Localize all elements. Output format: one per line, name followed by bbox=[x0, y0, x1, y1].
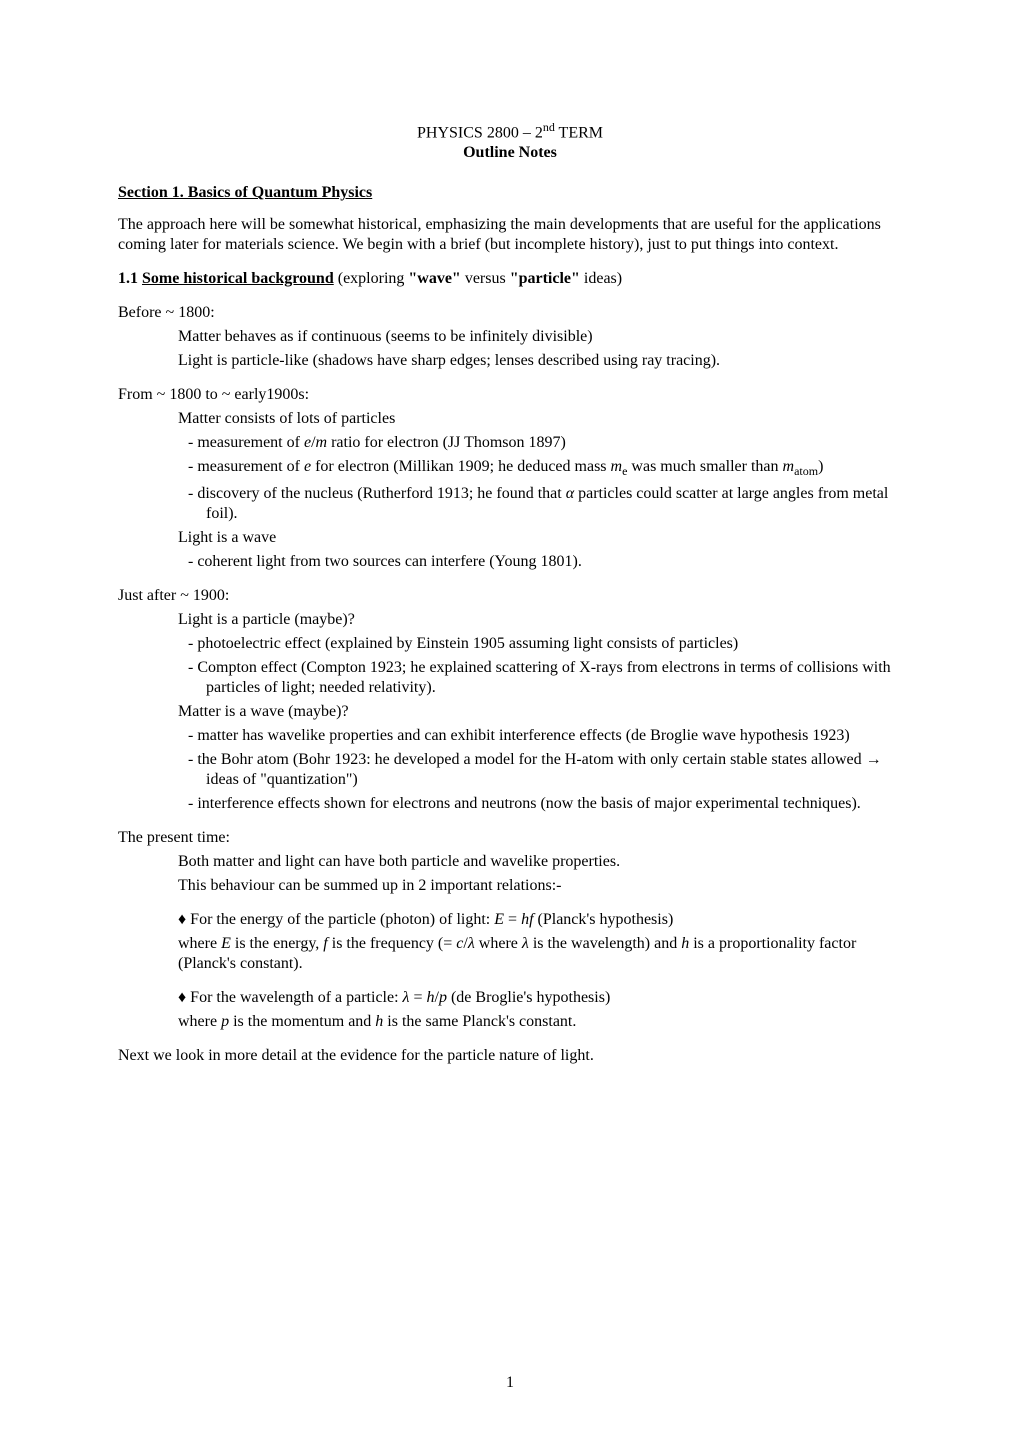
after-1900-wb1: - matter has wavelike properties and can… bbox=[206, 726, 902, 746]
after-1900-pb2: - Compton effect (Compton 1923; he expla… bbox=[206, 658, 902, 698]
present-line1: Both matter and light can have both part… bbox=[178, 852, 902, 872]
header-block: PHYSICS 2800 – 2nd TERM Outline Notes bbox=[118, 120, 902, 163]
from-1800-matter: Matter consists of lots of particles bbox=[178, 409, 902, 429]
dash-bullet: - bbox=[188, 795, 197, 812]
dash-bullet: - bbox=[188, 485, 197, 502]
section-1-intro: The approach here will be somewhat histo… bbox=[118, 215, 902, 255]
closing-line: Next we look in more detail at the evide… bbox=[118, 1046, 902, 1066]
dash-bullet: - bbox=[188, 659, 197, 676]
sub11-tail-e: ideas) bbox=[580, 270, 622, 287]
dash-bullet: - bbox=[188, 635, 197, 652]
sub11-wave: "wave" bbox=[408, 270, 460, 287]
dash-bullet: - bbox=[188, 751, 197, 768]
present-label: The present time: bbox=[118, 828, 902, 848]
from-1800-b1: - measurement of e/m ratio for electron … bbox=[206, 433, 902, 453]
course-sup: nd bbox=[543, 120, 555, 134]
sub11-tail-c: versus bbox=[461, 270, 510, 287]
dash-bullet: - bbox=[188, 553, 197, 570]
sub11-particle: "particle" bbox=[510, 270, 580, 287]
page-number: 1 bbox=[0, 1373, 1020, 1393]
from-1800-b3: - discovery of the nucleus (Rutherford 1… bbox=[206, 484, 902, 524]
from-1800-b2: - measurement of e for electron (Millika… bbox=[206, 457, 902, 479]
after-1900-particle: Light is a particle (maybe)? bbox=[178, 610, 902, 630]
after-1900-wb3: - interference effects shown for electro… bbox=[206, 794, 902, 814]
sub11-title: Some historical background bbox=[142, 270, 334, 287]
course-text: PHYSICS 2800 – 2 bbox=[417, 124, 543, 141]
subtitle: Outline Notes bbox=[118, 143, 902, 163]
after-1900-label: Just after ~ 1900: bbox=[118, 586, 902, 606]
after-1900-wb2: - the Bohr atom (Bohr 1923: he developed… bbox=[206, 750, 902, 790]
sub11-number: 1.1 bbox=[118, 270, 138, 287]
before-1800-line1: Matter behaves as if continuous (seems t… bbox=[178, 327, 902, 347]
section-1-heading: Section 1. Basics of Quantum Physics bbox=[118, 183, 902, 203]
present-bullet1: ♦ For the energy of the particle (photon… bbox=[178, 910, 902, 930]
present-bullet2-follow: where p is the momentum and h is the sam… bbox=[178, 1012, 902, 1032]
course-title: PHYSICS 2800 – 2nd TERM bbox=[118, 120, 902, 143]
present-bullet1-follow: where E is the energy, f is the frequenc… bbox=[178, 934, 902, 974]
from-1800-light: Light is a wave bbox=[178, 528, 902, 548]
diamond-bullet: ♦ bbox=[178, 989, 190, 1006]
present-bullet2: ♦ For the wavelength of a particle: λ = … bbox=[178, 988, 902, 1008]
present-line2: This behaviour can be summed up in 2 imp… bbox=[178, 876, 902, 896]
course-tail: TERM bbox=[555, 124, 603, 141]
from-1800-label: From ~ 1800 to ~ early1900s: bbox=[118, 385, 902, 405]
sub11-tail-a: (exploring bbox=[334, 270, 409, 287]
dash-bullet: - bbox=[188, 434, 197, 451]
from-1800-lb1: - coherent light from two sources can in… bbox=[206, 552, 902, 572]
after-1900-pb1: - photoelectric effect (explained by Ein… bbox=[206, 634, 902, 654]
after-1900-wave: Matter is a wave (maybe)? bbox=[178, 702, 902, 722]
before-1800-label: Before ~ 1800: bbox=[118, 303, 902, 323]
subsection-1-1-heading: 1.1 Some historical background (explorin… bbox=[118, 269, 902, 289]
before-1800-line2: Light is particle-like (shadows have sha… bbox=[178, 351, 902, 371]
page-container: PHYSICS 2800 – 2nd TERM Outline Notes Se… bbox=[0, 0, 1020, 1443]
diamond-bullet: ♦ bbox=[178, 911, 190, 928]
dash-bullet: - bbox=[188, 727, 197, 744]
dash-bullet: - bbox=[188, 458, 197, 475]
